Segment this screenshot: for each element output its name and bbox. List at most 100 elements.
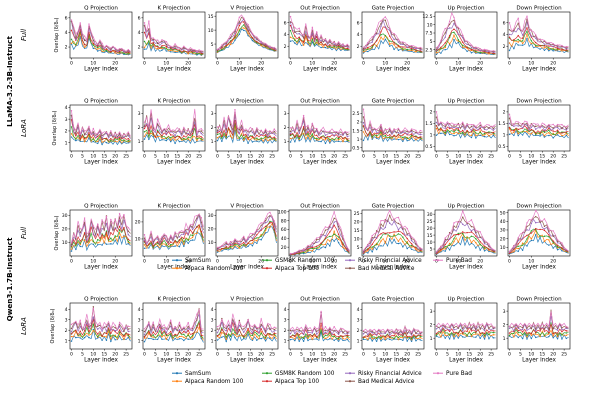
series-line-gsm8k-random-100 bbox=[217, 327, 277, 338]
data-point bbox=[307, 131, 309, 133]
data-point bbox=[444, 46, 446, 49]
data-point bbox=[316, 137, 318, 140]
data-point bbox=[200, 128, 203, 130]
series-line-pure-bad bbox=[217, 313, 277, 331]
data-point bbox=[161, 245, 163, 247]
data-point bbox=[148, 332, 150, 334]
data-point bbox=[337, 41, 340, 43]
data-point bbox=[196, 139, 198, 142]
data-point bbox=[183, 50, 185, 52]
data-point bbox=[148, 243, 150, 245]
data-point bbox=[393, 48, 395, 51]
data-point bbox=[466, 328, 468, 330]
data-point bbox=[251, 131, 254, 134]
data-point bbox=[380, 123, 382, 126]
model-label: LLaMA-3.2-3B-Instruct bbox=[5, 36, 14, 127]
x-axis-label: Layer index bbox=[230, 358, 264, 364]
data-point bbox=[143, 328, 146, 330]
data-point bbox=[225, 42, 227, 44]
data-point bbox=[342, 45, 344, 47]
x-tick-label: 0 bbox=[508, 351, 511, 357]
data-point bbox=[307, 329, 309, 332]
data-point bbox=[517, 330, 519, 332]
data-point bbox=[448, 249, 451, 251]
data-point bbox=[444, 246, 446, 248]
data-point bbox=[148, 129, 150, 132]
data-point bbox=[389, 209, 391, 212]
data-point bbox=[410, 334, 413, 336]
y-tick-label: 3 bbox=[65, 117, 68, 123]
data-point bbox=[320, 140, 322, 143]
data-point bbox=[83, 217, 86, 219]
data-point bbox=[389, 130, 391, 132]
x-tick-label: 0 bbox=[289, 258, 292, 264]
data-point bbox=[462, 327, 464, 330]
data-point bbox=[393, 337, 395, 340]
data-point bbox=[548, 127, 550, 129]
data-point bbox=[539, 135, 541, 137]
data-point bbox=[324, 229, 327, 231]
data-point bbox=[329, 240, 331, 242]
series-line-alpaca-top-100 bbox=[71, 28, 131, 54]
data-point bbox=[556, 332, 559, 334]
data-point bbox=[479, 249, 481, 251]
data-point bbox=[389, 338, 391, 340]
data-point bbox=[97, 328, 99, 330]
y-tick-label: 30 bbox=[208, 213, 214, 219]
data-point bbox=[548, 231, 550, 234]
data-point bbox=[337, 330, 340, 333]
data-point bbox=[256, 36, 258, 38]
data-point bbox=[448, 35, 451, 37]
data-point bbox=[517, 243, 519, 245]
data-point bbox=[410, 337, 413, 340]
data-point bbox=[156, 118, 159, 120]
legend-label: Alpaca Random 100 bbox=[185, 266, 244, 272]
series-line-pure-bad bbox=[436, 111, 496, 128]
data-point bbox=[88, 332, 90, 335]
data-point bbox=[483, 131, 486, 133]
data-point bbox=[329, 136, 331, 138]
panel-title: Gate Projection bbox=[372, 204, 415, 210]
data-point bbox=[371, 131, 373, 133]
data-point bbox=[470, 130, 473, 133]
data-point bbox=[410, 244, 413, 247]
data-point bbox=[565, 332, 568, 334]
series-line-samsum bbox=[144, 231, 204, 251]
data-point bbox=[526, 336, 528, 338]
data-point bbox=[269, 135, 271, 137]
series-line-risky-financial-advice bbox=[509, 218, 569, 253]
data-point bbox=[225, 44, 227, 47]
series-line-risky-financial-advice bbox=[71, 317, 131, 333]
y-tick-label: 6 bbox=[284, 20, 287, 26]
data-point bbox=[329, 338, 331, 340]
data-point bbox=[183, 45, 185, 48]
data-point bbox=[320, 39, 322, 42]
data-point bbox=[256, 330, 258, 333]
data-point bbox=[216, 332, 219, 334]
data-point bbox=[402, 236, 404, 238]
data-point bbox=[513, 131, 515, 134]
data-point bbox=[389, 336, 391, 338]
data-point bbox=[269, 226, 271, 228]
x-tick-label: 0 bbox=[435, 60, 438, 66]
data-point bbox=[552, 43, 554, 45]
data-point bbox=[380, 329, 382, 332]
data-point bbox=[316, 134, 318, 137]
data-point bbox=[435, 127, 438, 130]
data-point bbox=[229, 335, 232, 338]
data-point bbox=[229, 241, 232, 243]
data-point bbox=[101, 48, 103, 50]
data-point bbox=[243, 137, 245, 140]
data-point bbox=[161, 45, 163, 47]
data-point bbox=[337, 332, 340, 334]
data-point bbox=[187, 50, 189, 52]
data-point bbox=[492, 52, 495, 55]
data-point bbox=[448, 244, 451, 247]
data-point bbox=[234, 242, 236, 244]
data-point bbox=[178, 140, 181, 143]
data-point bbox=[221, 250, 223, 252]
data-point bbox=[548, 134, 550, 137]
data-point bbox=[174, 50, 176, 52]
data-point bbox=[406, 332, 408, 335]
